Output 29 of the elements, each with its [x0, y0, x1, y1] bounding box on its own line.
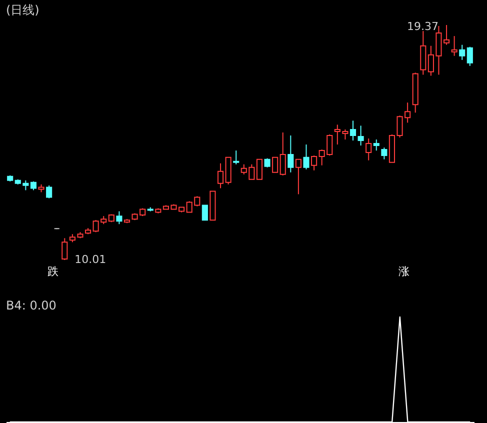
candlestick [373, 138, 380, 152]
text: 跌 [47, 265, 58, 278]
candlestick [272, 156, 278, 173]
candlestick [233, 150, 240, 165]
candlestick [280, 132, 286, 176]
chart-title: (日线) [6, 3, 40, 17]
candlestick [264, 158, 270, 168]
candlestick [311, 155, 318, 171]
candlestick [288, 134, 294, 173]
candlestick [46, 184, 52, 199]
candlestick [217, 162, 224, 189]
candlestick [256, 158, 263, 180]
candlestick [116, 210, 122, 225]
text: 涨 [398, 265, 410, 278]
annotation: 19.37 [407, 20, 439, 33]
candlestick [381, 147, 388, 160]
candlestick [459, 44, 466, 60]
candlestick [62, 238, 68, 260]
candlestick [358, 125, 364, 146]
candlestick [295, 158, 302, 195]
candlestick [466, 46, 473, 66]
chart-title: B4: 0.00 [6, 298, 56, 312]
candlestick [451, 36, 458, 56]
candlestick [202, 204, 208, 221]
candlestick [350, 120, 356, 141]
candlestick [303, 144, 310, 170]
annotation: 10.01 [74, 253, 106, 266]
candlestick [420, 30, 426, 76]
candlestick [366, 138, 372, 161]
